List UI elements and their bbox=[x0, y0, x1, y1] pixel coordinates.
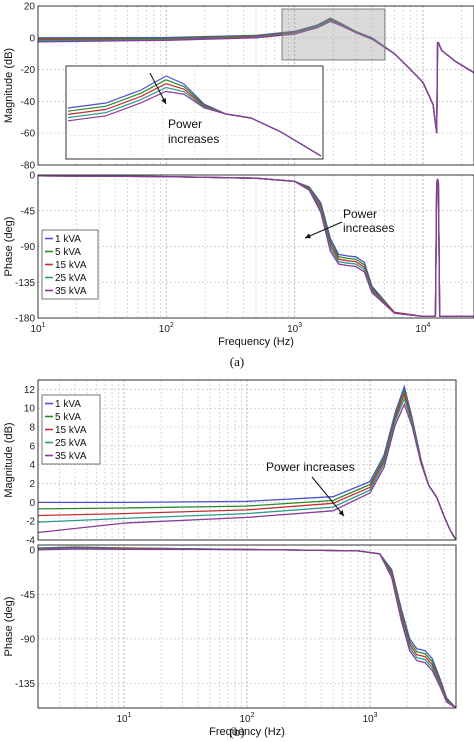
x-tick-label: 102 bbox=[159, 322, 174, 335]
inset-series-line bbox=[67, 90, 322, 157]
legend-label: 1 kVA bbox=[55, 234, 81, 245]
panel-a-magnitude: 20 0 -20 -40 -60 -80 Magnitude (dB) Powerincrea… bbox=[3, 2, 474, 172]
series-line bbox=[38, 548, 456, 708]
series-line bbox=[38, 20, 474, 134]
annotation-arrow bbox=[311, 476, 345, 517]
y-tick-label: -80 bbox=[21, 161, 36, 172]
y-tick-label: 6 bbox=[29, 441, 35, 452]
arrow-head bbox=[338, 510, 344, 516]
x-tick-label: 103 bbox=[363, 712, 378, 725]
zoom-region bbox=[281, 8, 386, 61]
arrow-head bbox=[161, 98, 166, 104]
y-tick-label: -180 bbox=[15, 314, 35, 325]
y-tick-label: -20 bbox=[21, 65, 36, 76]
y-tick-label: -60 bbox=[21, 129, 36, 140]
y-tick-label: 20 bbox=[24, 2, 36, 13]
series-line bbox=[38, 175, 474, 318]
y-axis-label: Magnitude (dB) bbox=[3, 48, 15, 123]
x-tick-label: 101 bbox=[116, 712, 131, 725]
x-tick-label: 103 bbox=[287, 322, 302, 335]
x-axis-label: Frequency (Hz) bbox=[218, 336, 294, 348]
legend-label: 15 kVA bbox=[55, 425, 87, 436]
y-tick-label: -90 bbox=[21, 634, 36, 645]
legend-label: 5 kVA bbox=[55, 247, 81, 258]
y-tick-label: -4 bbox=[26, 536, 35, 547]
y-axis-label: Magnitude (dB) bbox=[3, 422, 15, 497]
annotation-text: Power bbox=[343, 207, 377, 221]
y-tick-label: 0 bbox=[29, 33, 35, 44]
annotation-arrow bbox=[304, 221, 343, 239]
annotation-text: Power bbox=[168, 117, 202, 131]
annotation-arrow bbox=[149, 72, 167, 105]
x-tick-label: 104 bbox=[415, 322, 430, 335]
plot-frame bbox=[37, 379, 457, 541]
y-tick-label: -40 bbox=[21, 97, 36, 108]
y-axis-label: Phase (deg) bbox=[3, 217, 15, 277]
y-tick-label: 0 bbox=[29, 498, 35, 509]
y-tick-label: -45 bbox=[21, 590, 36, 601]
legend-label: 35 kVA bbox=[55, 286, 87, 297]
plot-frame bbox=[37, 174, 474, 319]
legend-label: 35 kVA bbox=[55, 451, 87, 462]
y-tick-label: -45 bbox=[21, 206, 36, 217]
legend-label: 1 kVA bbox=[55, 399, 81, 410]
annotation-text: increases bbox=[343, 221, 394, 235]
y-axis-label: Phase (deg) bbox=[3, 597, 15, 657]
series-line bbox=[38, 402, 456, 540]
x-tick-label: 101 bbox=[30, 322, 45, 335]
y-tick-label: -135 bbox=[15, 679, 35, 690]
legend-label: 5 kVA bbox=[55, 412, 81, 423]
caption-a: (a) bbox=[230, 354, 244, 369]
legend-label: 25 kVA bbox=[55, 438, 87, 449]
panel-b-magnitude: 12 10 8 6 4 2 0 -2 -4 Magnitude (dB) 1 kVA 5 kVA 15 … bbox=[3, 379, 457, 547]
arrow-head bbox=[305, 233, 311, 239]
legend-label: 25 kVA bbox=[55, 273, 87, 284]
y-tick-label: -2 bbox=[26, 517, 35, 528]
annotation-text: Power increases bbox=[266, 460, 355, 474]
y-tick-label: 4 bbox=[29, 460, 35, 471]
plot-frame bbox=[37, 544, 457, 709]
y-tick-label: 0 bbox=[29, 171, 35, 182]
y-tick-label: 0 bbox=[29, 545, 35, 556]
y-tick-label: -90 bbox=[21, 242, 36, 253]
legend-label: 15 kVA bbox=[55, 260, 87, 271]
y-tick-label: -135 bbox=[15, 278, 35, 289]
caption-b: (b) bbox=[229, 724, 244, 739]
annotation-text: increases bbox=[168, 132, 219, 146]
y-tick-label: 2 bbox=[29, 479, 35, 490]
y-tick-label: 12 bbox=[24, 385, 36, 396]
y-tick-label: 8 bbox=[29, 423, 35, 434]
x-axis-label: Frequency (Hz) bbox=[209, 726, 285, 738]
y-tick-label: 10 bbox=[24, 404, 36, 415]
plot-frame bbox=[37, 5, 474, 166]
